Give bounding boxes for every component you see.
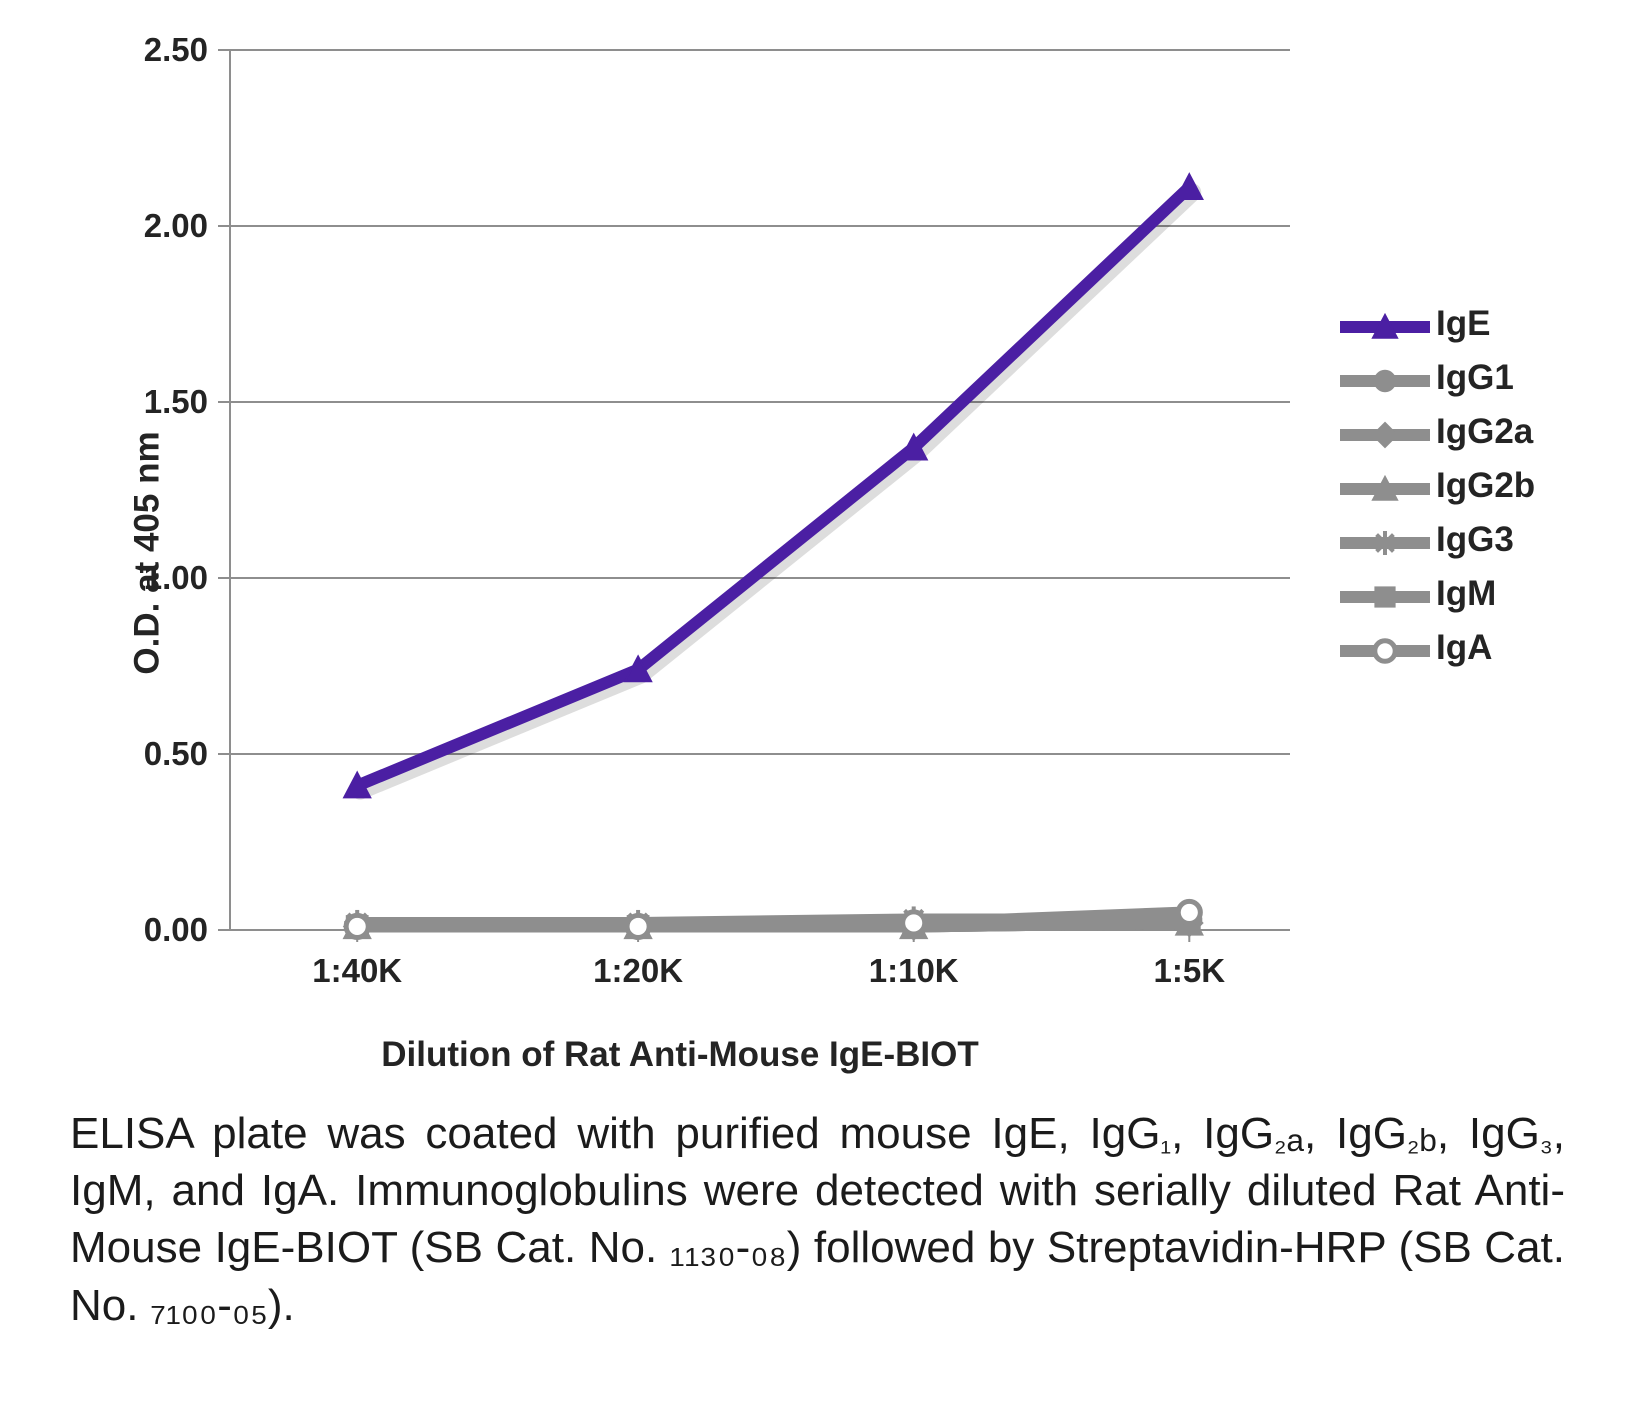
legend-item-IgG2a: IgG2a	[1340, 412, 1535, 452]
legend-item-IgA: IgA	[1340, 628, 1535, 668]
legend-swatch	[1340, 580, 1430, 608]
caption-text: ELISA plate was coated with purified mou…	[40, 1105, 1595, 1334]
x-axis-label: Dilution of Rat Anti-Mouse IgE-BIOT	[40, 1035, 1320, 1075]
y-tick-label: 1.50	[144, 383, 208, 420]
y-tick-label: 2.50	[144, 31, 208, 68]
legend-label: IgE	[1436, 304, 1490, 344]
legend-swatch	[1340, 526, 1430, 554]
y-axis-label: O.D. at 405 nm	[128, 431, 168, 674]
legend-swatch	[1340, 364, 1430, 392]
legend-label: IgG1	[1436, 358, 1514, 398]
y-tick-label: 0.00	[144, 911, 208, 948]
legend-swatch	[1340, 634, 1430, 662]
line-chart: 0.000.501.001.502.002.501:40K1:20K1:10K1…	[40, 30, 1320, 1020]
legend-item-IgM: IgM	[1340, 574, 1535, 614]
legend-label: IgA	[1436, 628, 1492, 668]
x-tick-label: 1:5K	[1154, 952, 1226, 989]
legend: IgE IgG1 IgG2a IgG2b IgG3 IgM IgA	[1340, 290, 1535, 682]
legend-item-IgG1: IgG1	[1340, 358, 1535, 398]
legend-item-IgG3: IgG3	[1340, 520, 1535, 560]
legend-swatch	[1340, 310, 1430, 338]
y-tick-label: 2.00	[144, 207, 208, 244]
chart-wrap: O.D. at 405 nm 0.000.501.001.502.002.501…	[40, 30, 1320, 1075]
page: O.D. at 405 nm 0.000.501.001.502.002.501…	[0, 0, 1635, 1415]
legend-swatch	[1340, 472, 1430, 500]
legend-label: IgM	[1436, 574, 1496, 614]
legend-item-IgG2b: IgG2b	[1340, 466, 1535, 506]
chart-row: O.D. at 405 nm 0.000.501.001.502.002.501…	[40, 30, 1595, 1075]
legend-label: IgG2a	[1436, 412, 1533, 452]
legend-swatch	[1340, 418, 1430, 446]
legend-label: IgG3	[1436, 520, 1514, 560]
x-tick-label: 1:20K	[593, 952, 683, 989]
y-tick-label: 0.50	[144, 735, 208, 772]
x-tick-label: 1:40K	[312, 952, 402, 989]
legend-item-IgE: IgE	[1340, 304, 1535, 344]
series-IgE	[344, 174, 1202, 797]
x-tick-label: 1:10K	[869, 952, 959, 989]
legend-label: IgG2b	[1436, 466, 1535, 506]
